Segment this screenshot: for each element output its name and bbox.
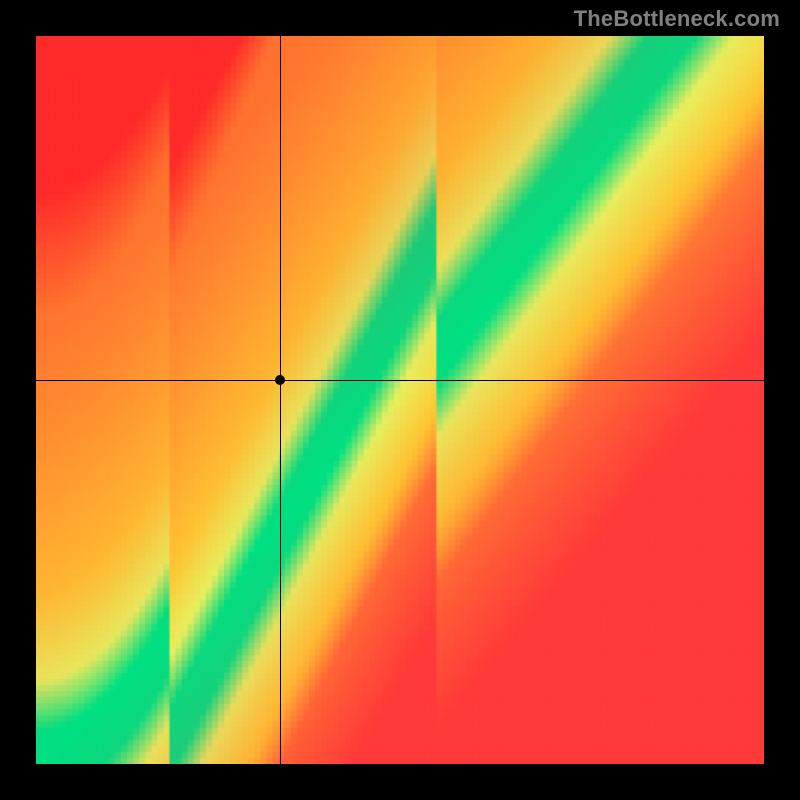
data-point-marker [275,375,285,385]
crosshair-vertical [280,36,281,764]
heatmap-canvas [36,36,764,764]
plot-area [36,36,764,764]
watermark-text: TheBottleneck.com [574,6,780,32]
crosshair-horizontal [36,380,764,381]
